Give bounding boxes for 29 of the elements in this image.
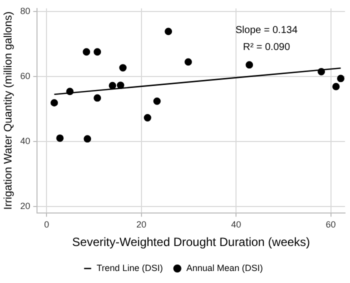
point <box>94 48 102 56</box>
y-tick-label: 60 <box>20 71 30 82</box>
point <box>84 135 92 143</box>
y-tick-label: 40 <box>20 136 30 146</box>
point <box>82 48 90 56</box>
point <box>164 28 172 36</box>
point <box>119 64 127 72</box>
x-tick-label: 0 <box>44 220 50 230</box>
x-tick-label: 60 <box>326 220 336 230</box>
point <box>332 82 340 90</box>
point <box>184 58 192 66</box>
x-tick-label: 20 <box>136 220 146 230</box>
annotation: Slope = 0.134 <box>236 25 298 36</box>
point <box>50 99 58 107</box>
point <box>246 61 254 69</box>
x-axis-title: Severity-Weighted Drought Duration (weeks) <box>72 235 310 250</box>
y-axis-title: Irrigation Water Quantity (million gallons) <box>2 11 15 210</box>
y-tick-label: 80 <box>20 6 30 16</box>
point <box>56 134 64 142</box>
annotation: R² = 0.090 <box>243 42 290 54</box>
point <box>144 114 152 122</box>
point <box>108 82 116 90</box>
y-tick-label: 20 <box>20 200 30 211</box>
point <box>94 94 102 102</box>
legend-label: Annual Mean (DSI) <box>186 262 263 273</box>
x-tick-label: 40 <box>231 220 242 230</box>
point <box>337 74 344 82</box>
legend-label: Trend Line (DSI) <box>96 262 163 273</box>
point <box>153 97 161 105</box>
